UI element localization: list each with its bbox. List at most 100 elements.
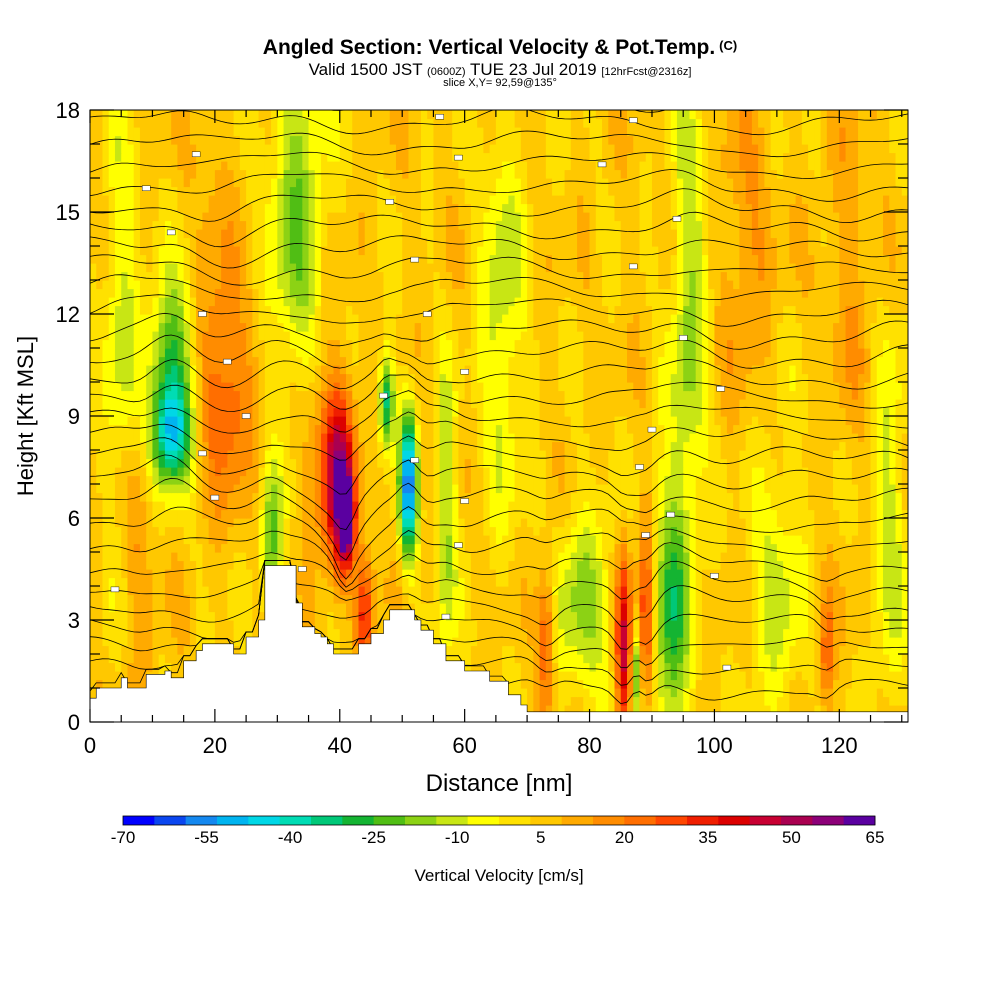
velocity-cell (776, 535, 784, 545)
velocity-cell (508, 586, 516, 596)
velocity-cell (233, 518, 241, 528)
velocity-cell (602, 543, 609, 553)
velocity-cell (720, 433, 728, 443)
velocity-cell (533, 645, 541, 655)
velocity-cell (302, 586, 310, 596)
velocity-cell (620, 475, 628, 485)
velocity-cell (895, 509, 903, 519)
velocity-cell (383, 611, 391, 621)
velocity-cell (870, 543, 878, 553)
velocity-cell (883, 594, 890, 604)
velocity-cell (633, 399, 641, 409)
velocity-cell (833, 586, 840, 596)
velocity-cell (639, 501, 647, 511)
velocity-cell (171, 552, 179, 562)
velocity-cell (539, 594, 547, 604)
velocity-cell (570, 526, 578, 536)
velocity-cell (108, 552, 116, 562)
velocity-cell (489, 552, 497, 562)
velocity-cell (321, 526, 328, 536)
velocity-cell (751, 552, 759, 562)
velocity-cell (808, 705, 815, 715)
velocity-cell (271, 441, 278, 451)
velocity-cell (264, 535, 272, 545)
velocity-cell (346, 501, 353, 511)
velocity-cell (339, 399, 347, 409)
velocity-cell (208, 637, 216, 647)
velocity-cell (620, 603, 628, 613)
velocity-cell (801, 569, 809, 579)
velocity-cell (539, 458, 547, 468)
velocity-cell (751, 458, 759, 468)
velocity-cell (783, 492, 790, 502)
velocity-cell (339, 586, 347, 596)
velocity-cell (296, 484, 303, 494)
velocity-cell (158, 467, 166, 477)
velocity-cell (645, 509, 653, 519)
velocity-cell (520, 509, 528, 519)
velocity-cell (883, 526, 890, 536)
velocity-cell (658, 577, 666, 587)
velocity-cell (839, 441, 847, 451)
velocity-cell (346, 552, 353, 562)
velocity-cell (639, 679, 647, 689)
velocity-cell (314, 492, 322, 502)
velocity-cell (651, 501, 659, 511)
velocity-cell (670, 501, 678, 511)
velocity-cell (127, 637, 135, 647)
velocity-cell (164, 526, 172, 536)
velocity-cell (121, 399, 129, 409)
velocity-cell (720, 543, 728, 553)
velocity-cell (239, 441, 247, 451)
velocity-cell (445, 577, 453, 587)
velocity-cell (795, 671, 803, 681)
velocity-cell (164, 484, 172, 494)
velocity-cell (801, 501, 809, 511)
velocity-cell (333, 535, 341, 545)
velocity-cell (527, 399, 534, 409)
velocity-cell (901, 594, 908, 604)
velocity-cell (595, 594, 603, 604)
velocity-cell (370, 560, 378, 570)
velocity-cell (577, 467, 584, 477)
velocity-cell (552, 535, 559, 545)
velocity-cell (758, 645, 765, 655)
velocity-cell (552, 603, 559, 613)
velocity-cell (527, 662, 534, 672)
velocity-cell (627, 611, 634, 621)
velocity-cell (171, 467, 179, 477)
velocity-cell (533, 399, 541, 409)
velocity-cell (214, 569, 222, 579)
velocity-cell (733, 433, 740, 443)
velocity-cell (676, 594, 684, 604)
velocity-cell (377, 552, 385, 562)
velocity-cell (202, 543, 210, 553)
velocity-cell (883, 399, 890, 409)
velocity-cell (146, 509, 154, 519)
velocity-cell (346, 467, 353, 477)
velocity-cell (851, 654, 859, 664)
velocity-cell (695, 645, 703, 655)
velocity-cell (133, 518, 141, 528)
velocity-cell (889, 679, 897, 689)
velocity-cell (789, 535, 797, 545)
velocity-cell (252, 594, 260, 604)
velocity-cell (508, 662, 516, 672)
velocity-cell (346, 518, 353, 528)
velocity-cell (208, 560, 216, 570)
velocity-cell (108, 628, 116, 638)
velocity-cell (570, 441, 578, 451)
velocity-cell (477, 399, 484, 409)
velocity-cell (714, 416, 722, 426)
velocity-cell (614, 662, 622, 672)
velocity-cell (533, 560, 541, 570)
velocity-cell (833, 671, 840, 681)
velocity-cell (433, 399, 441, 409)
velocity-cell (164, 501, 172, 511)
velocity-cell (377, 424, 385, 434)
velocity-cell (545, 467, 553, 477)
velocity-cell (90, 645, 97, 655)
velocity-cell (870, 603, 878, 613)
velocity-cell (770, 645, 778, 655)
velocity-cell (352, 552, 360, 562)
